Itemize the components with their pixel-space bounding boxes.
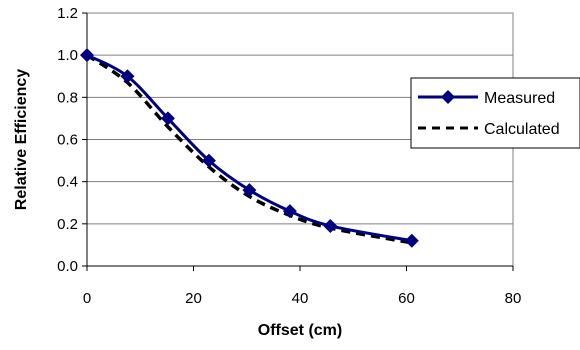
- y-axis-title: Relative Efficiency: [13, 69, 30, 211]
- y-tick-label: 0.2: [57, 216, 78, 233]
- series-measured-line: [86, 53, 413, 243]
- x-tick-label: 40: [292, 290, 309, 307]
- measured-point: [160, 111, 175, 126]
- measured-point: [282, 204, 297, 219]
- x-tick-label: 80: [505, 290, 522, 307]
- axis-ticks: 0.0 0.2 0.4 0.6 0.8 1.0 1.2 0 20 40 60 80: [57, 5, 521, 307]
- measured-point: [404, 233, 419, 248]
- y-tick-label: 1.2: [57, 5, 78, 22]
- x-tick-label: 0: [83, 290, 91, 307]
- legend-calculated-label: Calculated: [484, 121, 560, 138]
- legend-measured-label: Measured: [484, 90, 555, 107]
- y-tick-label: 0.4: [57, 174, 78, 191]
- y-tick-label: 0.0: [57, 258, 78, 275]
- measured-point: [323, 218, 338, 233]
- measured-point: [201, 153, 216, 168]
- measured-point: [242, 183, 257, 198]
- x-axis-title: Offset (cm): [258, 322, 342, 339]
- measured-point: [120, 69, 135, 84]
- y-tick-label: 0.8: [57, 89, 78, 106]
- y-tick-label: 1.0: [57, 47, 78, 64]
- x-tick-label: 60: [398, 290, 415, 307]
- legend-box: [410, 77, 580, 149]
- measured-point: [80, 48, 94, 63]
- legend-measured-marker: [441, 90, 455, 104]
- y-tick-label: 0.6: [57, 132, 78, 149]
- series-layer: [80, 48, 419, 248]
- x-tick-label: 20: [185, 290, 202, 307]
- legend: Measured Calculated: [410, 77, 580, 149]
